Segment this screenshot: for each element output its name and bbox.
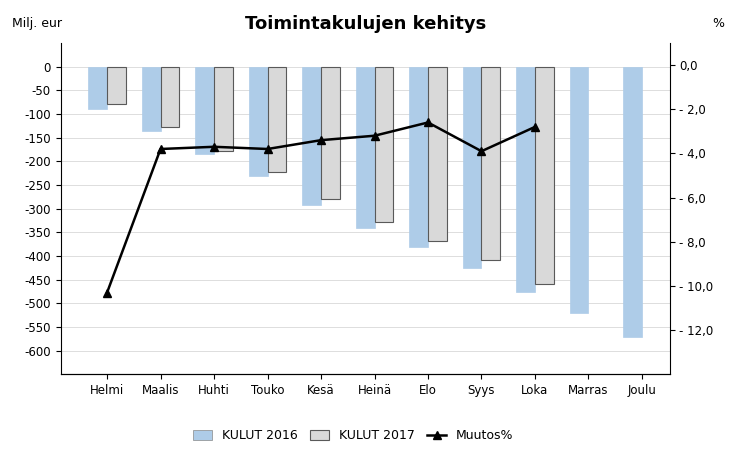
Bar [302,66,321,205]
Bar [481,66,500,260]
Text: Milj. eur: Milj. eur [12,16,62,30]
Bar [160,66,180,127]
Bar [570,66,589,313]
Bar [428,66,447,241]
Text: %: % [712,16,724,30]
Bar [321,66,340,199]
Bar [516,66,535,292]
Bar [409,66,428,246]
Title: Toimintakulujen kehitys: Toimintakulujen kehitys [244,15,486,33]
Bar [623,66,642,337]
Bar [535,66,553,284]
Bar [214,66,233,151]
Legend: KULUT 2016, KULUT 2017, Muutos%: KULUT 2016, KULUT 2017, Muutos% [188,424,518,447]
Bar [195,66,214,154]
Bar [107,66,126,104]
Bar [142,66,160,131]
Bar [249,66,267,176]
Bar [375,66,393,222]
Bar [267,66,286,172]
Bar [355,66,375,228]
Bar [463,66,481,268]
Bar [88,66,107,109]
